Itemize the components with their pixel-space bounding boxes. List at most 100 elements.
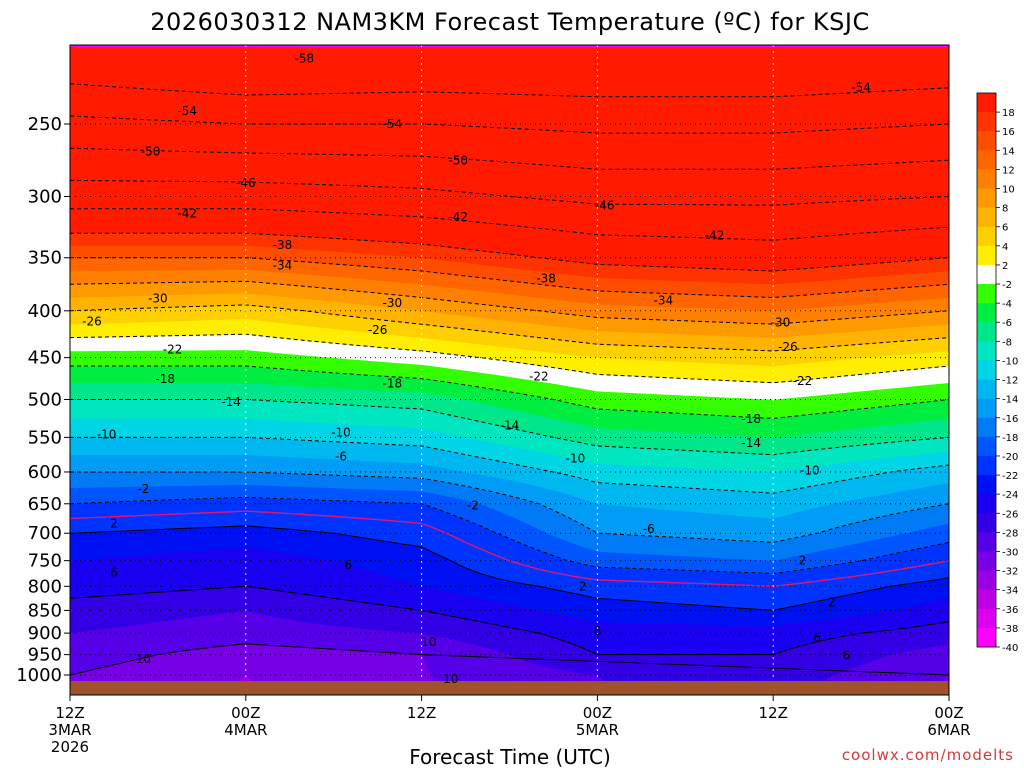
colorbar-label: -32 (1002, 567, 1018, 578)
colorbar-label: -16 (1002, 414, 1018, 425)
colorbar-label: 16 (1002, 127, 1015, 138)
temperature-band (70, 45, 949, 272)
contour-label: -18 (382, 376, 402, 390)
isotherm--6 (70, 471, 949, 543)
colorbar-label: -2 (1002, 280, 1012, 291)
colorbar-cell (977, 551, 996, 571)
colorbar-cell (977, 226, 996, 247)
contour-label: -10 (331, 425, 351, 439)
colorbar-label: -12 (1002, 376, 1018, 387)
y-tick-label: 800 (28, 576, 62, 597)
colorbar-label: -26 (1002, 509, 1018, 520)
colorbar-cell (977, 322, 996, 342)
contour-label: 10 (421, 635, 436, 649)
surface-ground (70, 681, 949, 695)
contour-label: -50 (141, 145, 161, 159)
colorbar-cell (977, 360, 996, 380)
x-tick-label: 00Z (583, 704, 612, 722)
contour-label: -30 (148, 292, 168, 306)
colorbar-cell (977, 245, 996, 266)
x-tick-label: 6MAR (927, 721, 970, 739)
colorbar-label: -24 (1002, 490, 1018, 501)
contour-label: -54 (177, 104, 197, 118)
colorbar-cell (977, 150, 996, 170)
y-tick-label: 250 (28, 114, 62, 135)
contour-label: -22 (529, 370, 549, 384)
colorbar-cell (977, 436, 996, 457)
contour-label: -30 (382, 296, 402, 310)
contour-label: -10 (97, 427, 117, 441)
colorbar-label: -10 (1002, 356, 1018, 367)
y-tick-label: 350 (28, 248, 62, 269)
isotherm--14 (70, 399, 949, 456)
contour-label: -6 (335, 449, 347, 463)
contour-label: -46 (595, 199, 615, 213)
y-tick-label: 500 (28, 390, 62, 411)
x-tick-label: 12Z (55, 704, 84, 722)
colorbar-label: -14 (1002, 395, 1018, 406)
colorbar-cell (977, 188, 996, 208)
colorbar-cell (977, 284, 996, 304)
y-tick-label: 400 (28, 301, 62, 322)
x-axis-label: Forecast Time (UTC) (409, 745, 611, 768)
contour-label: -34 (654, 294, 674, 308)
y-tick-label: 1000 (16, 665, 62, 686)
x-tick-label: 4MAR (224, 721, 267, 739)
colorbar-label: -30 (1002, 547, 1018, 558)
x-tick-label: 12Z (407, 704, 436, 722)
contour-label: 6 (594, 624, 602, 638)
y-tick-label: 600 (28, 462, 62, 483)
isotherm--26 (70, 304, 949, 352)
plot-area: -58 -54 -54 -54 -50 -50 -46 -46 -42 -42 -42 -38 -38 -… (70, 45, 949, 695)
colorbar-label: 6 (1002, 223, 1008, 234)
isotherm-contours (70, 83, 949, 676)
y-tick-label: 750 (28, 551, 62, 572)
contour-label: -2 (467, 499, 479, 513)
contour-label: 6 (813, 631, 821, 645)
colorbar-label: 18 (1002, 108, 1015, 119)
colorbar: 18 16 14 12 10 8 6 4 2 -2 -4 -6 -8 -10 -12 -14 -16 -18 -20… (976, 92, 1018, 654)
freezing-line (70, 510, 949, 588)
colorbar-cell (977, 169, 996, 189)
contour-label: 2 (110, 516, 118, 530)
colorbar-cell (977, 207, 996, 228)
colorbar-cell (977, 532, 996, 552)
contour-label: 6 (110, 566, 118, 580)
isotherm--10 (70, 436, 949, 494)
isotherm-10 (70, 643, 949, 676)
gridlines (70, 45, 949, 695)
colorbar-cell (977, 112, 996, 132)
contour-label: -42 (448, 210, 468, 224)
y-tick-label: 650 (28, 494, 62, 515)
temperature-fill-bands (70, 45, 949, 687)
contour-label: -18 (155, 372, 175, 386)
contour-label: -42 (177, 206, 197, 220)
colorbar-label: -36 (1002, 605, 1018, 616)
chart-title: 2026030312 NAM3KM Forecast Temperature (… (150, 8, 869, 36)
colorbar-cell (977, 455, 996, 476)
y-tick-label: 850 (28, 600, 62, 621)
contour-label: -14 (500, 419, 520, 433)
contour-label: -22 (793, 374, 813, 388)
colorbar-cell (977, 494, 996, 514)
colorbar-cell (977, 417, 996, 438)
colorbar-label: -20 (1002, 452, 1018, 463)
contour-label: 2 (799, 554, 807, 568)
contour-label: -30 (771, 316, 791, 330)
y-tick-label: 900 (28, 623, 62, 644)
contour-label: -26 (82, 315, 102, 329)
isotherm--22 (70, 333, 949, 384)
y-tick-label: 550 (28, 427, 62, 448)
colorbar-label: -6 (1002, 318, 1012, 329)
colorbar-label: -4 (1002, 299, 1012, 310)
contour-label: 2 (579, 579, 587, 593)
plot-frame (69, 44, 950, 696)
colorbar-label: -8 (1002, 337, 1012, 348)
y-tick-label: 300 (28, 186, 62, 207)
credit-text: coolwx.com/modelts (842, 746, 1014, 764)
contour-label: -2 (137, 482, 149, 496)
colorbar-cell (977, 589, 996, 610)
contour-label: -42 (705, 229, 725, 243)
contour-label: -18 (741, 412, 761, 426)
colorbar-cell (977, 303, 996, 323)
